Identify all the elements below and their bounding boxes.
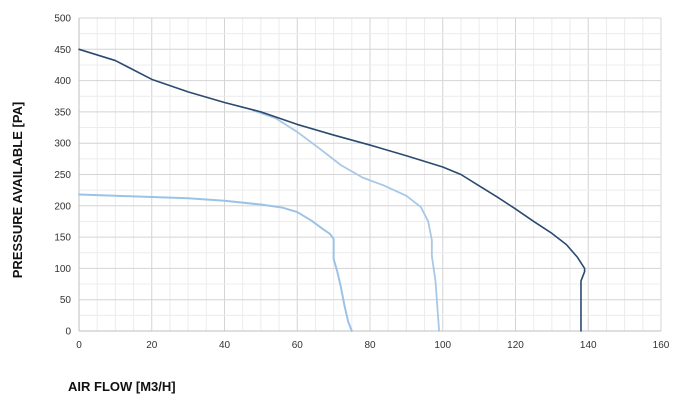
y-tick-label: 50 (60, 295, 72, 306)
series-line-1 (78, 193, 353, 332)
x-tick-label: 140 (580, 340, 597, 351)
y-tick-label: 0 (65, 327, 71, 338)
x-axis-title: AIR FLOW [M3/H] (68, 379, 176, 394)
y-tick-label: 500 (54, 14, 71, 25)
y-axis-title: PRESSURE AVAILABLE [PA] (10, 102, 25, 278)
y-tick-label: 200 (54, 201, 71, 212)
axes (78, 18, 661, 332)
series-line-2 (252, 109, 441, 332)
x-tick-label: 160 (653, 340, 670, 351)
x-tick-label: 80 (364, 340, 376, 351)
y-tick-label: 250 (54, 170, 71, 181)
y-tick-label: 450 (54, 45, 71, 56)
y-tick-label: 400 (54, 76, 71, 87)
y-tick-label: 300 (54, 139, 71, 150)
gridlines (78, 17, 662, 332)
x-tick-label: 0 (76, 340, 82, 351)
x-tick-label: 40 (219, 340, 231, 351)
y-tick-label: 350 (54, 107, 71, 118)
x-tick-label: 20 (146, 340, 158, 351)
x-tick-label: 100 (434, 340, 451, 351)
series-line-3 (78, 48, 586, 332)
tick-labels: 0 20 40 60 80 100 120 140 160 0 50 100 150 200 250 300 3… (54, 14, 669, 352)
x-tick-label: 120 (507, 340, 524, 351)
series-lines (78, 48, 586, 332)
y-tick-label: 150 (54, 233, 71, 244)
x-tick-label: 60 (292, 340, 304, 351)
y-tick-label: 100 (54, 264, 71, 275)
